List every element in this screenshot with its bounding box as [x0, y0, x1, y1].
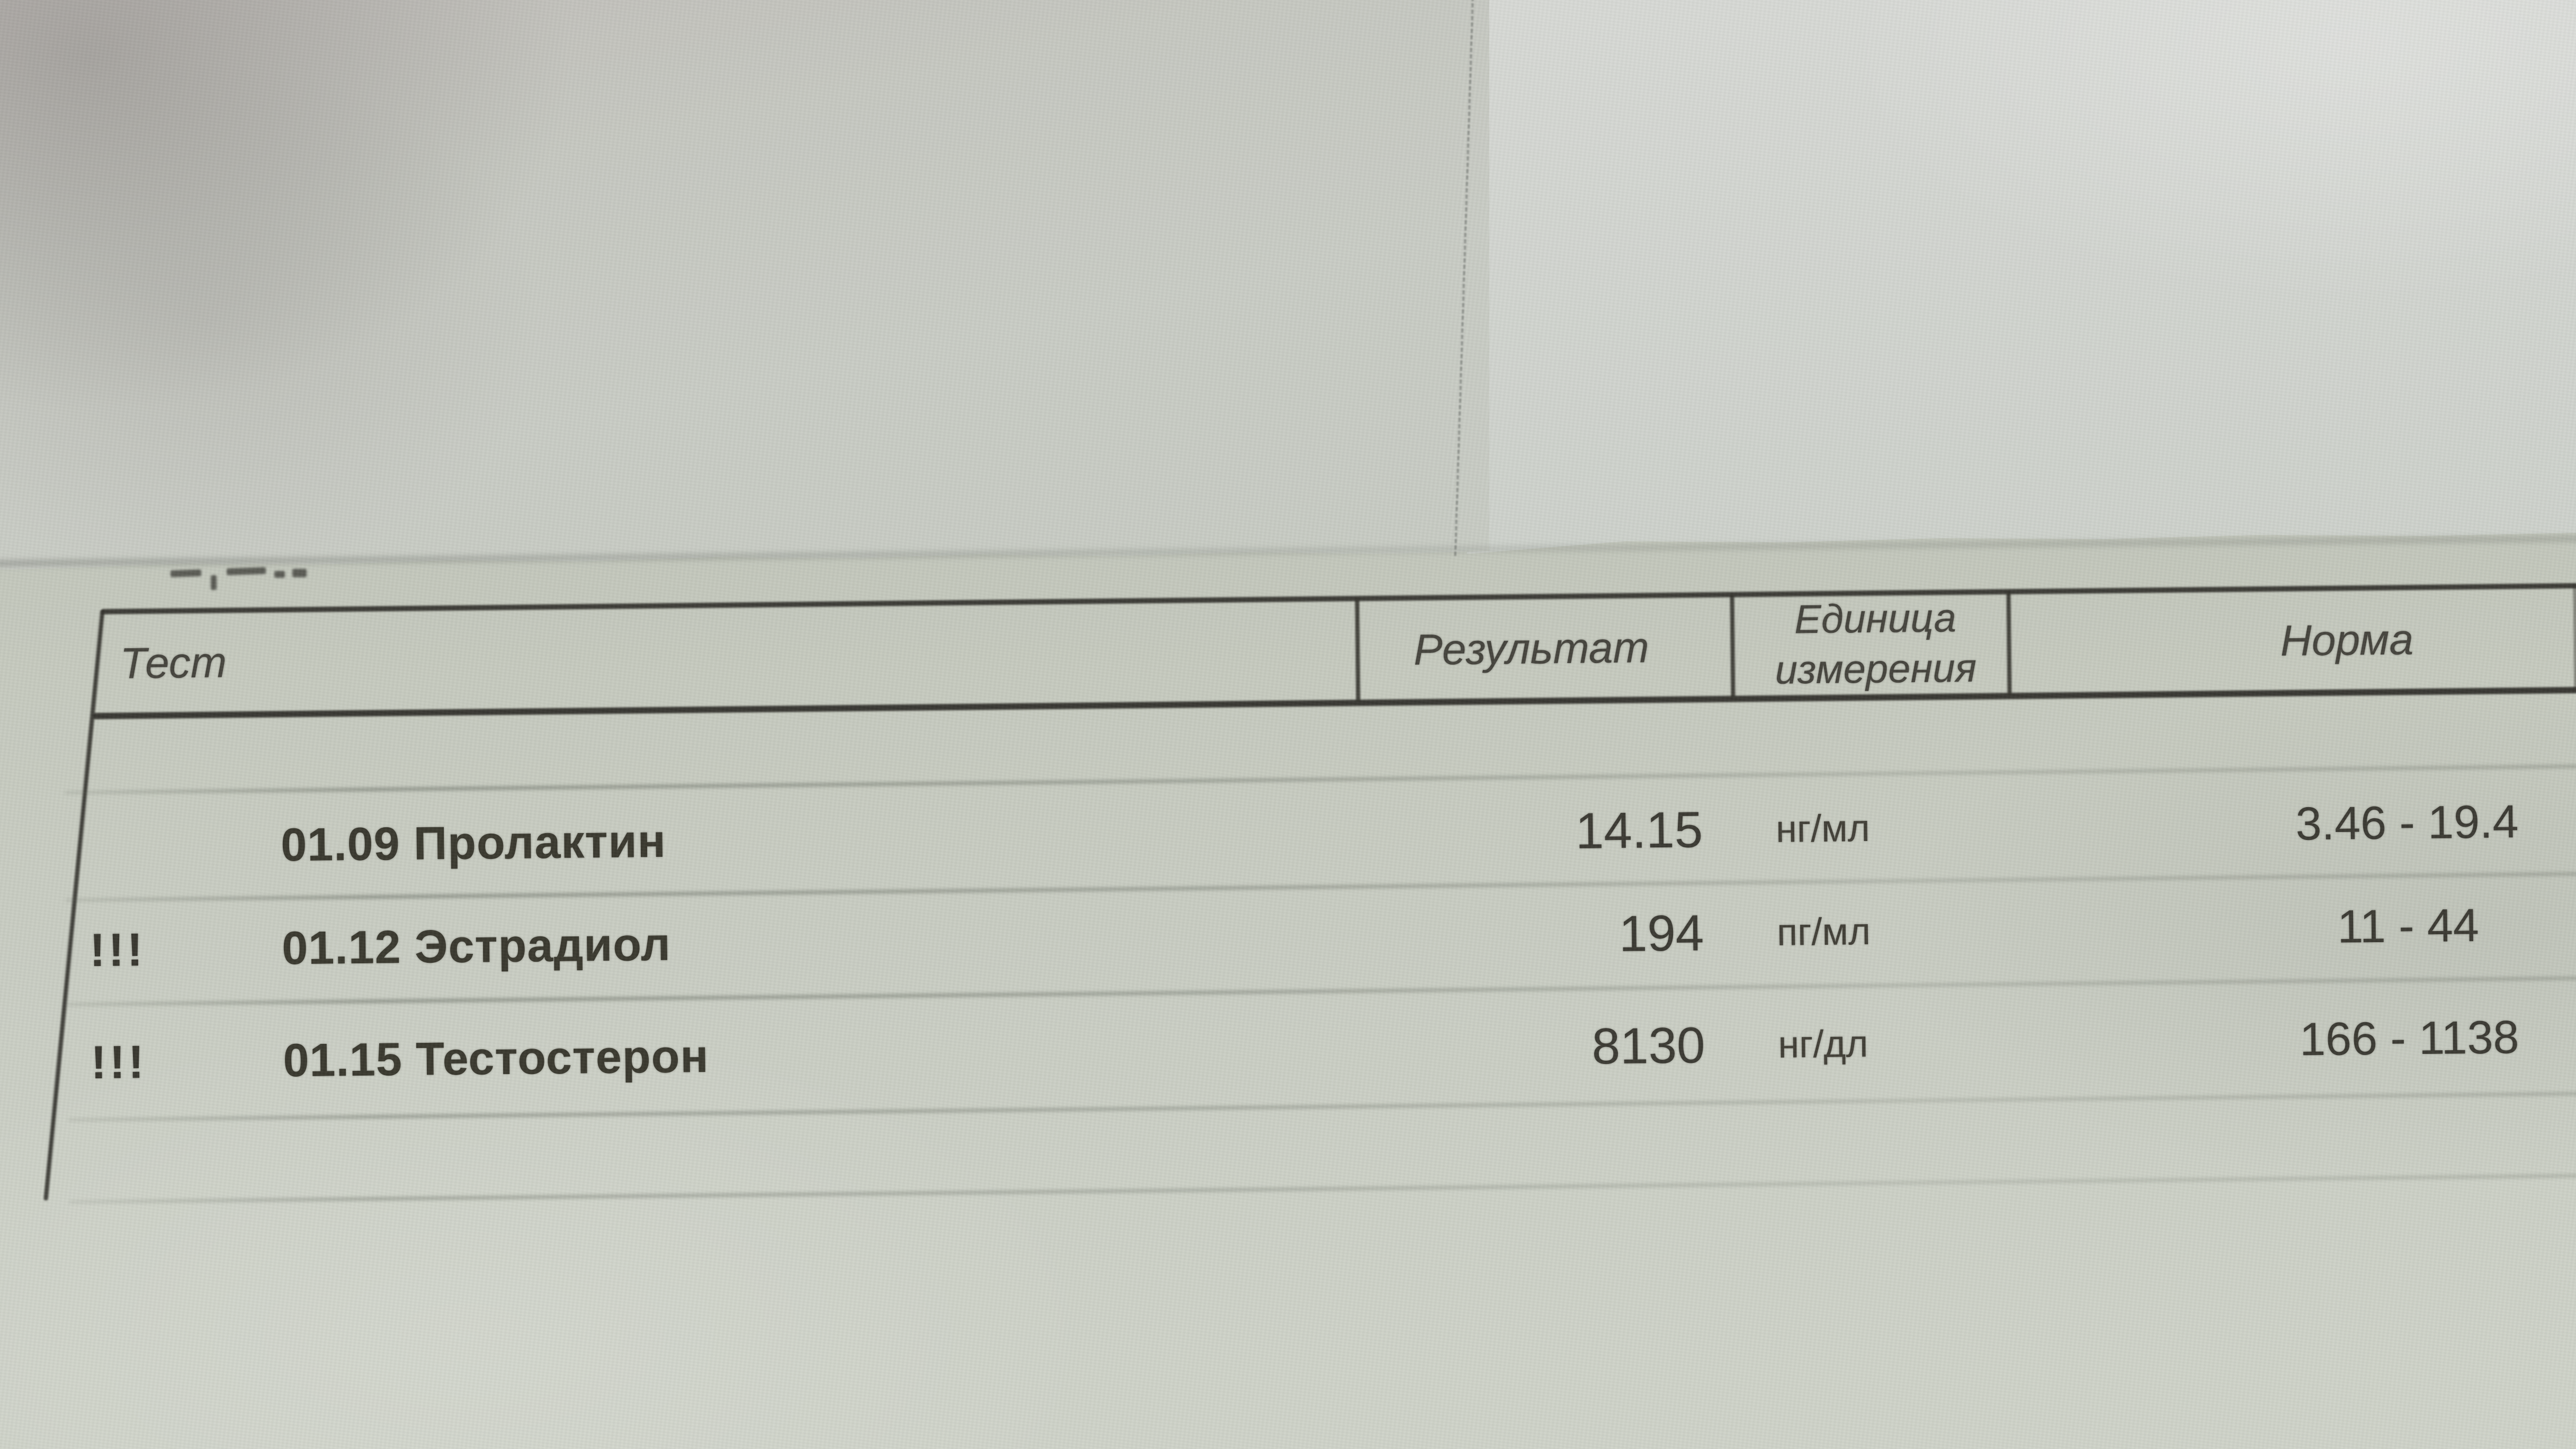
row-separator — [69, 1173, 2576, 1204]
header-bottom-border — [92, 686, 2576, 720]
result-value-cell: 194 — [1618, 905, 1704, 962]
header-divider-result-unit — [1730, 594, 1736, 698]
table-top-border — [101, 582, 2576, 614]
unit-cell: пг/мл — [1776, 910, 1871, 954]
unit-cell: нг/дл — [1777, 1023, 1868, 1066]
header-divider-test-result — [1355, 598, 1361, 702]
result-value-cell: 14.15 — [1575, 801, 1703, 860]
test-name-cell: 01.15 Тестостерон — [283, 1029, 709, 1087]
paper-edge-mark — [274, 571, 285, 578]
lab-results-table: Тест Результат Единица измерения Норма 0… — [43, 553, 2576, 1332]
result-value-cell: 8130 — [1591, 1017, 1705, 1075]
paper-edge-mark — [292, 569, 307, 577]
norm-range-cell: 11 - 44 — [2337, 898, 2480, 953]
top-right-sheet-paper — [1467, 0, 2576, 554]
abnormal-flag: !!! — [89, 923, 146, 977]
column-header-result: Результат — [1413, 623, 1650, 674]
table-row-testosterone: !!! 01.15 Тестостерон 8130 нг/дл 166 - 1… — [52, 992, 2576, 1105]
abnormal-flag: !!! — [91, 1035, 147, 1089]
unit-cell: нг/мл — [1775, 807, 1871, 851]
header-divider-unit-norm — [2006, 591, 2012, 695]
top-left-sheet-paper — [0, 0, 1489, 570]
table-row-prolactin: 01.09 Пролактин 14.15 нг/мл 3.46 - 19.4 — [50, 776, 2576, 890]
table-left-border — [43, 610, 105, 1201]
paper-edge-mark — [226, 567, 266, 576]
test-name-cell: 01.12 Эстрадиол — [281, 917, 672, 974]
abnormal-flag — [88, 846, 189, 847]
paper-edge-mark — [211, 575, 217, 590]
column-header-norm: Норма — [2280, 615, 2414, 665]
result-sheet-paper — [0, 508, 2576, 1449]
column-header-unit: Единица измерения — [1775, 595, 1977, 693]
paper-edge-mark — [170, 569, 202, 578]
column-header-test: Тест — [120, 638, 227, 688]
norm-range-cell: 166 - 1138 — [2299, 1010, 2519, 1066]
test-name-cell: 01.09 Пролактин — [280, 814, 667, 871]
norm-range-cell: 3.46 - 19.4 — [2295, 795, 2519, 850]
